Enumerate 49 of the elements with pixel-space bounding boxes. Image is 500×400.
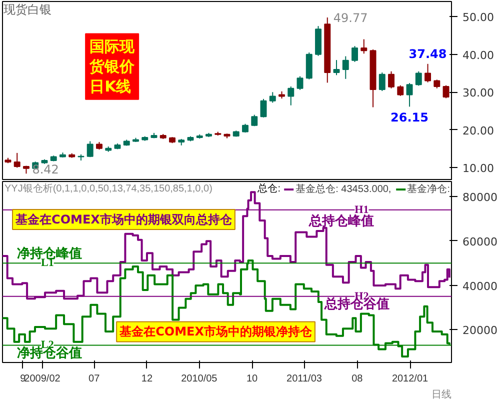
x-tick-label: 2012/01 <box>392 374 429 384</box>
chart-title: 现货白银 <box>3 2 52 16</box>
candlestick <box>360 38 368 54</box>
x-tick-label: 2011/03 <box>286 374 322 384</box>
candlestick <box>86 140 94 158</box>
annotation: 基金在COMEX市场中的期银净持仓 <box>118 324 313 339</box>
x-tick-label: 10 <box>246 374 258 384</box>
x-tick-label: 12 <box>141 374 153 384</box>
candlestick <box>424 63 432 83</box>
y-tick-label: 60000 <box>462 235 498 248</box>
candlestick <box>260 98 267 118</box>
chart-title: YYJ银仓析(0,1,1,0,0,50,13,74,35,150,85,1,0,0) <box>4 182 212 194</box>
text: 基金总仓: 43453.000, <box>296 184 392 195</box>
x-tick-label: 2009/02 <box>24 374 61 384</box>
x-tick-label: 08 <box>352 374 364 384</box>
candlestick <box>14 152 20 168</box>
y-tick-label: 50.00 <box>462 11 494 24</box>
candlestick <box>388 70 395 89</box>
candlestick <box>397 84 404 96</box>
y-tick-label: 40000 <box>462 280 498 293</box>
annotation: 37.48 <box>408 46 447 61</box>
candlestick <box>442 84 450 99</box>
y-tick-label: 40.00 <box>462 48 494 62</box>
x-tick-label: 2010/05 <box>181 374 218 384</box>
y-tick-label: 80000 <box>462 191 498 204</box>
text: 日线 <box>432 388 452 400</box>
x-tick-label: 07 <box>88 374 100 384</box>
candlestick <box>288 86 294 106</box>
candlestick <box>306 52 312 80</box>
annotation: 国际现货银价日K线 <box>88 38 136 96</box>
candlestick <box>333 60 340 76</box>
y-tick-label: 20.00 <box>462 124 494 138</box>
legend-label: 基金净仓: <box>407 182 450 196</box>
y-tick-label: 10.00 <box>462 162 494 176</box>
candlestick <box>406 82 413 108</box>
annotation: 49.77 <box>333 10 368 25</box>
candlestick <box>378 72 386 92</box>
y-tick-label: 20000 <box>462 324 498 338</box>
chart-subtitle: 总仓: <box>256 182 280 194</box>
candlestick <box>415 70 422 86</box>
x-tick-label: 9 <box>20 374 26 384</box>
y-tick-label: 30.00 <box>462 86 494 100</box>
annotation: 8.42 <box>32 162 59 177</box>
candlestick <box>269 92 276 104</box>
candlestick <box>352 46 358 62</box>
annotation: 基金在COMEX市场中的期银双向总持仓 <box>14 212 233 227</box>
annotation: 26.15 <box>390 110 429 125</box>
candlestick <box>342 56 349 80</box>
candlestick <box>296 76 304 90</box>
